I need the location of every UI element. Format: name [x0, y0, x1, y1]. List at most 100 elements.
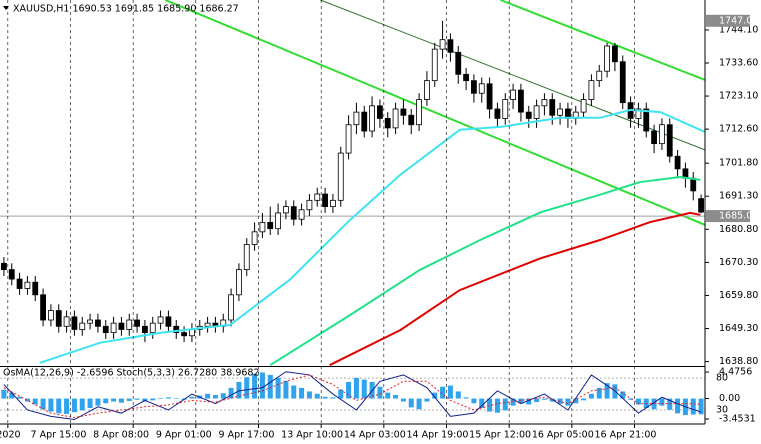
candle-body: [95, 319, 101, 327]
y-tick-label: -3.4531: [719, 413, 756, 424]
osma-bar: [244, 377, 250, 399]
candle-body: [439, 39, 446, 50]
candle-body: [408, 114, 415, 126]
candle-body: [494, 108, 501, 119]
candle-body: [322, 193, 328, 208]
osma-bar: [424, 398, 430, 402]
price-label-box: [706, 14, 750, 27]
osma-bar: [118, 398, 124, 403]
candle-body: [619, 61, 626, 104]
x-tick-label: 15 Apr 12:00: [469, 430, 531, 441]
osma-bar: [158, 397, 164, 399]
candle-body: [690, 177, 697, 192]
x-tick-label: 16 Apr 05:00: [532, 430, 594, 441]
osma-bar: [346, 381, 352, 399]
price-pane: [0, 0, 705, 366]
candle-body: [290, 206, 297, 220]
y-tick-label: 1744.10: [719, 24, 758, 35]
osma-bar: [541, 398, 547, 400]
osma-bar: [604, 383, 610, 399]
candle-body: [557, 108, 563, 116]
candle-body: [502, 99, 509, 119]
candle-body: [635, 108, 642, 119]
osma-bar: [103, 398, 109, 404]
candle-body: [314, 193, 321, 201]
osma-bar: [510, 398, 516, 406]
candle-body: [549, 99, 556, 116]
candle-body: [243, 244, 250, 271]
osma-bar: [291, 385, 297, 399]
osma-bar: [150, 398, 156, 401]
candle-body: [596, 70, 603, 82]
osma-bar: [385, 392, 391, 399]
y-tick-label: 4.4756: [719, 367, 752, 378]
osma-bar: [534, 398, 540, 403]
candle-body: [400, 108, 407, 116]
y-tick-label: 1691.30: [719, 191, 758, 202]
y-tick-label: 1649.30: [719, 323, 758, 334]
osma-bar: [330, 397, 336, 399]
y-tick-label: 1638.80: [719, 356, 758, 367]
osma-bar: [165, 397, 171, 399]
y-tick-label: 1733.60: [719, 57, 758, 68]
candle-body: [63, 316, 70, 327]
moving-average: [329, 211, 701, 366]
x-tick-label: 6 Apr 2020: [0, 430, 21, 441]
price-label-box: [706, 210, 750, 223]
trend-line: [500, 0, 705, 81]
osma-bar: [87, 398, 93, 409]
price-label: 1747.00: [719, 15, 758, 26]
candle-body: [40, 294, 46, 321]
price-label: 1685.00: [719, 211, 758, 222]
x-tick-label: 7 Apr 15:00: [31, 430, 87, 441]
candle-body: [416, 99, 422, 126]
osma-bar: [675, 398, 681, 414]
osma-bar: [588, 393, 594, 399]
y-tick-label: 0.00: [719, 393, 740, 404]
candle-body: [659, 124, 665, 145]
candle-body: [643, 108, 650, 132]
candle-body: [32, 281, 39, 296]
osma-bar: [447, 385, 453, 399]
y-tick-label: 1659.80: [719, 290, 758, 301]
candle-body: [134, 319, 140, 327]
candle-body: [377, 105, 383, 119]
candle-body: [518, 89, 524, 113]
stoch-tick-label: 80: [716, 373, 728, 384]
osma-bar: [220, 393, 226, 399]
osma-bar: [471, 398, 477, 404]
candle-body: [275, 212, 281, 230]
candle-body: [283, 206, 289, 214]
x-tick-label: 9 Apr 01:00: [156, 430, 212, 441]
osma-bar: [189, 396, 195, 399]
osma-bar: [173, 397, 179, 399]
candle-body: [580, 99, 587, 113]
osma-bar: [283, 380, 289, 399]
osma-bar: [393, 395, 399, 399]
candle-body: [149, 322, 156, 334]
candle-body: [165, 316, 172, 327]
candle-body: [384, 118, 391, 129]
osma-bar: [455, 391, 461, 399]
candle-body: [173, 325, 180, 334]
x-tick-label: 16 Apr 21:00: [595, 430, 657, 441]
candle-body: [55, 310, 62, 327]
candle-body: [612, 45, 618, 63]
candle-body: [16, 278, 23, 289]
candle-body: [345, 124, 352, 154]
stoch-main: [3, 371, 702, 421]
osma-bar: [306, 391, 312, 399]
candle-body: [369, 105, 375, 132]
candle-body: [259, 221, 266, 233]
candle-body: [392, 108, 399, 129]
candle-body: [361, 111, 368, 132]
candle-body: [228, 294, 234, 321]
trend-line: [320, 0, 705, 151]
trend-line: [164, 0, 705, 226]
candle-body: [102, 325, 109, 334]
candle-body: [267, 221, 274, 230]
candle-body: [236, 269, 242, 296]
x-tick-label: 14 Apr 03:00: [344, 430, 406, 441]
osma-bar: [416, 398, 422, 410]
